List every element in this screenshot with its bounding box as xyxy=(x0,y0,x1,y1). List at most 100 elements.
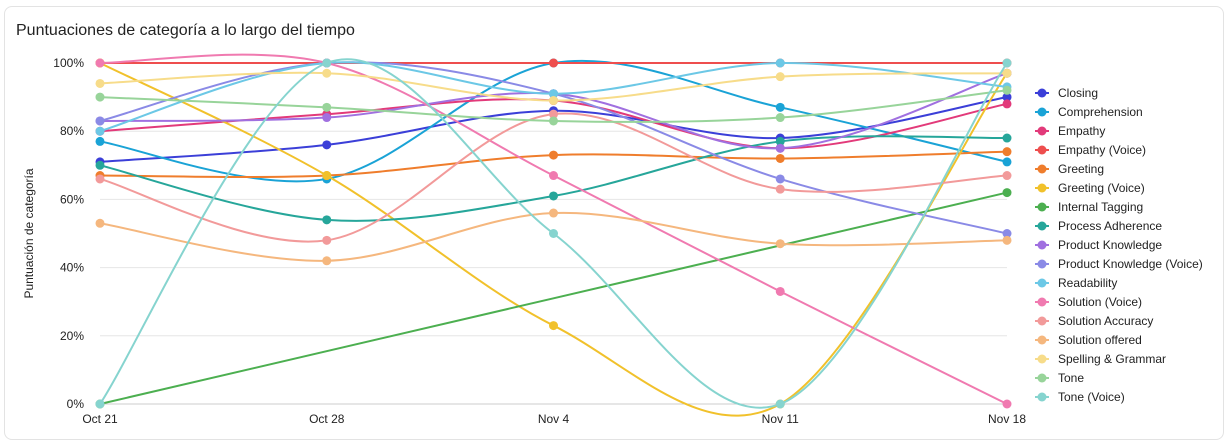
legend-marker-icon xyxy=(1037,373,1047,383)
data-point[interactable] xyxy=(775,102,785,112)
data-point[interactable] xyxy=(95,126,105,136)
legend-item[interactable]: Greeting xyxy=(1035,162,1104,176)
legend-label: Internal Tagging xyxy=(1058,200,1143,214)
legend-layer: Closing Comprehension Empathy Empathy (Voic… xyxy=(1035,86,1203,404)
data-point[interactable] xyxy=(549,109,558,119)
data-point[interactable] xyxy=(775,113,785,123)
data-point[interactable] xyxy=(95,160,105,170)
y-tick-label: 60% xyxy=(60,192,84,206)
data-point[interactable] xyxy=(775,58,785,68)
data-point[interactable] xyxy=(95,116,105,126)
data-point[interactable] xyxy=(775,72,785,82)
legend-marker-icon xyxy=(1037,145,1047,155)
data-point[interactable] xyxy=(322,235,332,245)
data-point[interactable] xyxy=(1002,188,1012,198)
data-point[interactable] xyxy=(549,96,558,106)
data-point[interactable] xyxy=(95,78,105,88)
legend-item[interactable]: Tone xyxy=(1035,371,1084,385)
legend-label: Product Knowledge (Voice) xyxy=(1058,257,1203,271)
data-point[interactable] xyxy=(549,229,558,238)
y-tick-label: 0% xyxy=(67,397,85,411)
legend-item[interactable]: Internal Tagging xyxy=(1035,200,1143,214)
data-point[interactable] xyxy=(322,68,332,78)
legend-item[interactable]: Comprehension xyxy=(1035,105,1143,119)
data-point[interactable] xyxy=(775,184,785,194)
x-tick-label: Nov 4 xyxy=(538,412,570,426)
legend-marker-icon xyxy=(1037,221,1047,231)
data-point[interactable] xyxy=(1002,99,1012,109)
x-tick-label: Oct 21 xyxy=(82,412,118,426)
legend-item[interactable]: Process Adherence xyxy=(1035,219,1162,233)
data-point[interactable] xyxy=(775,286,785,296)
series-tone xyxy=(95,85,1012,126)
series-tone-voice xyxy=(95,58,1012,409)
data-point[interactable] xyxy=(1002,92,1012,102)
legend-item[interactable]: Product Knowledge xyxy=(1035,238,1162,252)
legend-marker-icon xyxy=(1037,278,1047,288)
data-point[interactable] xyxy=(549,116,558,126)
data-point[interactable] xyxy=(775,143,785,153)
legend-item[interactable]: Product Knowledge (Voice) xyxy=(1035,257,1203,271)
series-line xyxy=(99,61,1008,235)
legend-marker-icon xyxy=(1037,316,1047,326)
data-point[interactable] xyxy=(1002,147,1012,157)
data-point[interactable] xyxy=(1002,171,1012,181)
data-point[interactable] xyxy=(1002,229,1012,238)
data-point[interactable] xyxy=(549,208,558,218)
data-point[interactable] xyxy=(322,256,332,266)
series-line xyxy=(99,62,1008,417)
legend-item[interactable]: Spelling & Grammar xyxy=(1035,352,1166,366)
chart-card xyxy=(4,6,1224,440)
legend-item[interactable]: Greeting (Voice) xyxy=(1035,181,1145,195)
data-point[interactable] xyxy=(1002,85,1012,95)
data-point[interactable] xyxy=(95,399,105,409)
data-point[interactable] xyxy=(1002,58,1012,68)
axis-layer: 0% 20% 40% 60% 80% 100% Oct 21 Oct 28 Nov 4 Nov 1… xyxy=(22,56,1026,426)
data-point[interactable] xyxy=(1002,399,1012,409)
legend-item[interactable]: Closing xyxy=(1035,86,1098,100)
legend-marker-icon xyxy=(1037,88,1047,98)
data-point[interactable] xyxy=(95,58,105,68)
series-line xyxy=(99,191,1008,405)
data-point[interactable] xyxy=(775,239,785,249)
data-point[interactable] xyxy=(322,113,332,123)
legend-label: Solution Accuracy xyxy=(1058,314,1153,328)
data-point[interactable] xyxy=(549,89,558,99)
data-point[interactable] xyxy=(775,153,785,163)
legend-marker-icon xyxy=(1037,354,1047,364)
data-point[interactable] xyxy=(322,58,332,68)
legend-marker-icon xyxy=(1037,259,1047,269)
data-point[interactable] xyxy=(322,171,332,181)
legend-item[interactable]: Empathy (Voice) xyxy=(1035,143,1146,157)
data-point[interactable] xyxy=(775,174,785,184)
legend-item[interactable]: Solution Accuracy xyxy=(1035,314,1153,328)
chart-title: Puntuaciones de categoría a lo largo del… xyxy=(16,22,355,39)
legend-item[interactable]: Solution (Voice) xyxy=(1035,295,1142,309)
legend-marker-icon xyxy=(1037,392,1047,402)
data-point[interactable] xyxy=(1002,235,1012,245)
data-point[interactable] xyxy=(1002,133,1012,143)
x-tick-label: Oct 28 xyxy=(309,412,345,426)
data-point[interactable] xyxy=(322,102,332,112)
data-point[interactable] xyxy=(549,191,558,201)
data-point[interactable] xyxy=(95,218,105,228)
data-point[interactable] xyxy=(775,136,785,146)
data-point[interactable] xyxy=(322,215,332,225)
legend-marker-icon xyxy=(1037,297,1047,307)
data-point[interactable] xyxy=(95,92,105,102)
data-point[interactable] xyxy=(549,58,558,68)
data-point[interactable] xyxy=(549,321,558,331)
data-point[interactable] xyxy=(549,171,558,181)
data-point[interactable] xyxy=(322,140,332,150)
legend-item[interactable]: Tone (Voice) xyxy=(1035,390,1125,404)
legend-item[interactable]: Solution offered xyxy=(1035,333,1142,347)
legend-item[interactable]: Readability xyxy=(1035,276,1117,290)
legend-item[interactable]: Empathy xyxy=(1035,124,1105,138)
legend-marker-icon xyxy=(1037,335,1047,345)
data-point[interactable] xyxy=(1002,68,1012,78)
data-point[interactable] xyxy=(775,399,785,409)
data-point[interactable] xyxy=(95,174,105,184)
data-point[interactable] xyxy=(549,150,558,160)
data-point[interactable] xyxy=(1002,157,1012,167)
data-point[interactable] xyxy=(95,136,105,146)
